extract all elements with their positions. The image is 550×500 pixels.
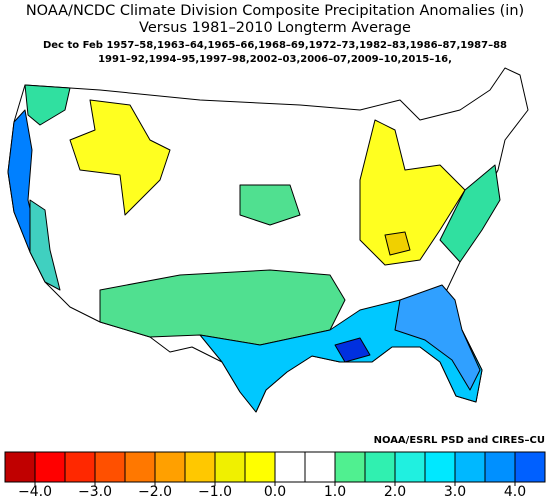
colorbar-box (34, 451, 66, 483)
colorbar-box (364, 451, 396, 483)
credit: NOAA/ESRL PSD and CIRES–CU (374, 435, 545, 446)
title-line: Versus 1981–2010 Longterm Average (139, 20, 411, 36)
colorbar-tick-label: 4.0 (504, 484, 526, 500)
colorbar-tick-label: −3.0 (78, 484, 112, 500)
colorbar-tick-label: −2.0 (138, 484, 172, 500)
green-plains (239, 184, 301, 226)
colorbar-tick-label: −4.0 (18, 484, 52, 500)
colorbar-tick-label: 3.0 (444, 484, 466, 500)
title-line: NOAA/NCDC Climate Division Composite Pre… (26, 3, 524, 19)
green-northwest (24, 84, 71, 126)
colorbar-box (124, 451, 156, 483)
colorbar-box (4, 451, 36, 483)
colorbar-tick-label: 2.0 (384, 484, 406, 500)
colorbar-box (304, 451, 336, 483)
wet-southeast (394, 284, 481, 391)
colorbar-box (274, 451, 306, 483)
colorbar-tick-label: −1.0 (198, 484, 232, 500)
colorbar-box (334, 451, 366, 483)
colorbar-box (424, 451, 456, 483)
wet-louisiana (334, 337, 371, 363)
colorbar-tick-label: 0.0 (264, 484, 286, 500)
colorbar-box (394, 451, 426, 483)
colorbar-tick-label: 1.0 (324, 484, 346, 500)
wet-california (29, 199, 61, 291)
colorbar-box (454, 451, 486, 483)
period-line: 1991–92,1994–95,1997–98,2002–03,2006–07,… (98, 54, 452, 65)
period-line: Dec to Feb 1957–58,1963–64,1965–66,1968–… (43, 40, 507, 51)
green-mid-atlantic (439, 164, 501, 263)
colorbar-box (214, 451, 246, 483)
colorbar-box (154, 451, 186, 483)
us-map (7, 67, 529, 413)
colorbar-box (64, 451, 96, 483)
colorbar-box (484, 451, 516, 483)
colorbar-box (244, 451, 276, 483)
colorbar-box (184, 451, 216, 483)
colorbar-box (94, 451, 126, 483)
dry-idaho (69, 99, 171, 216)
dry-kentucky-core (384, 231, 411, 256)
dry-ohio-valley (359, 119, 466, 266)
colorbar-box (514, 451, 546, 483)
colorbar: −4.0 −3.0 −2.0 −1.0 0.0 1.0 2.0 3.0 4.0 (4, 451, 546, 500)
